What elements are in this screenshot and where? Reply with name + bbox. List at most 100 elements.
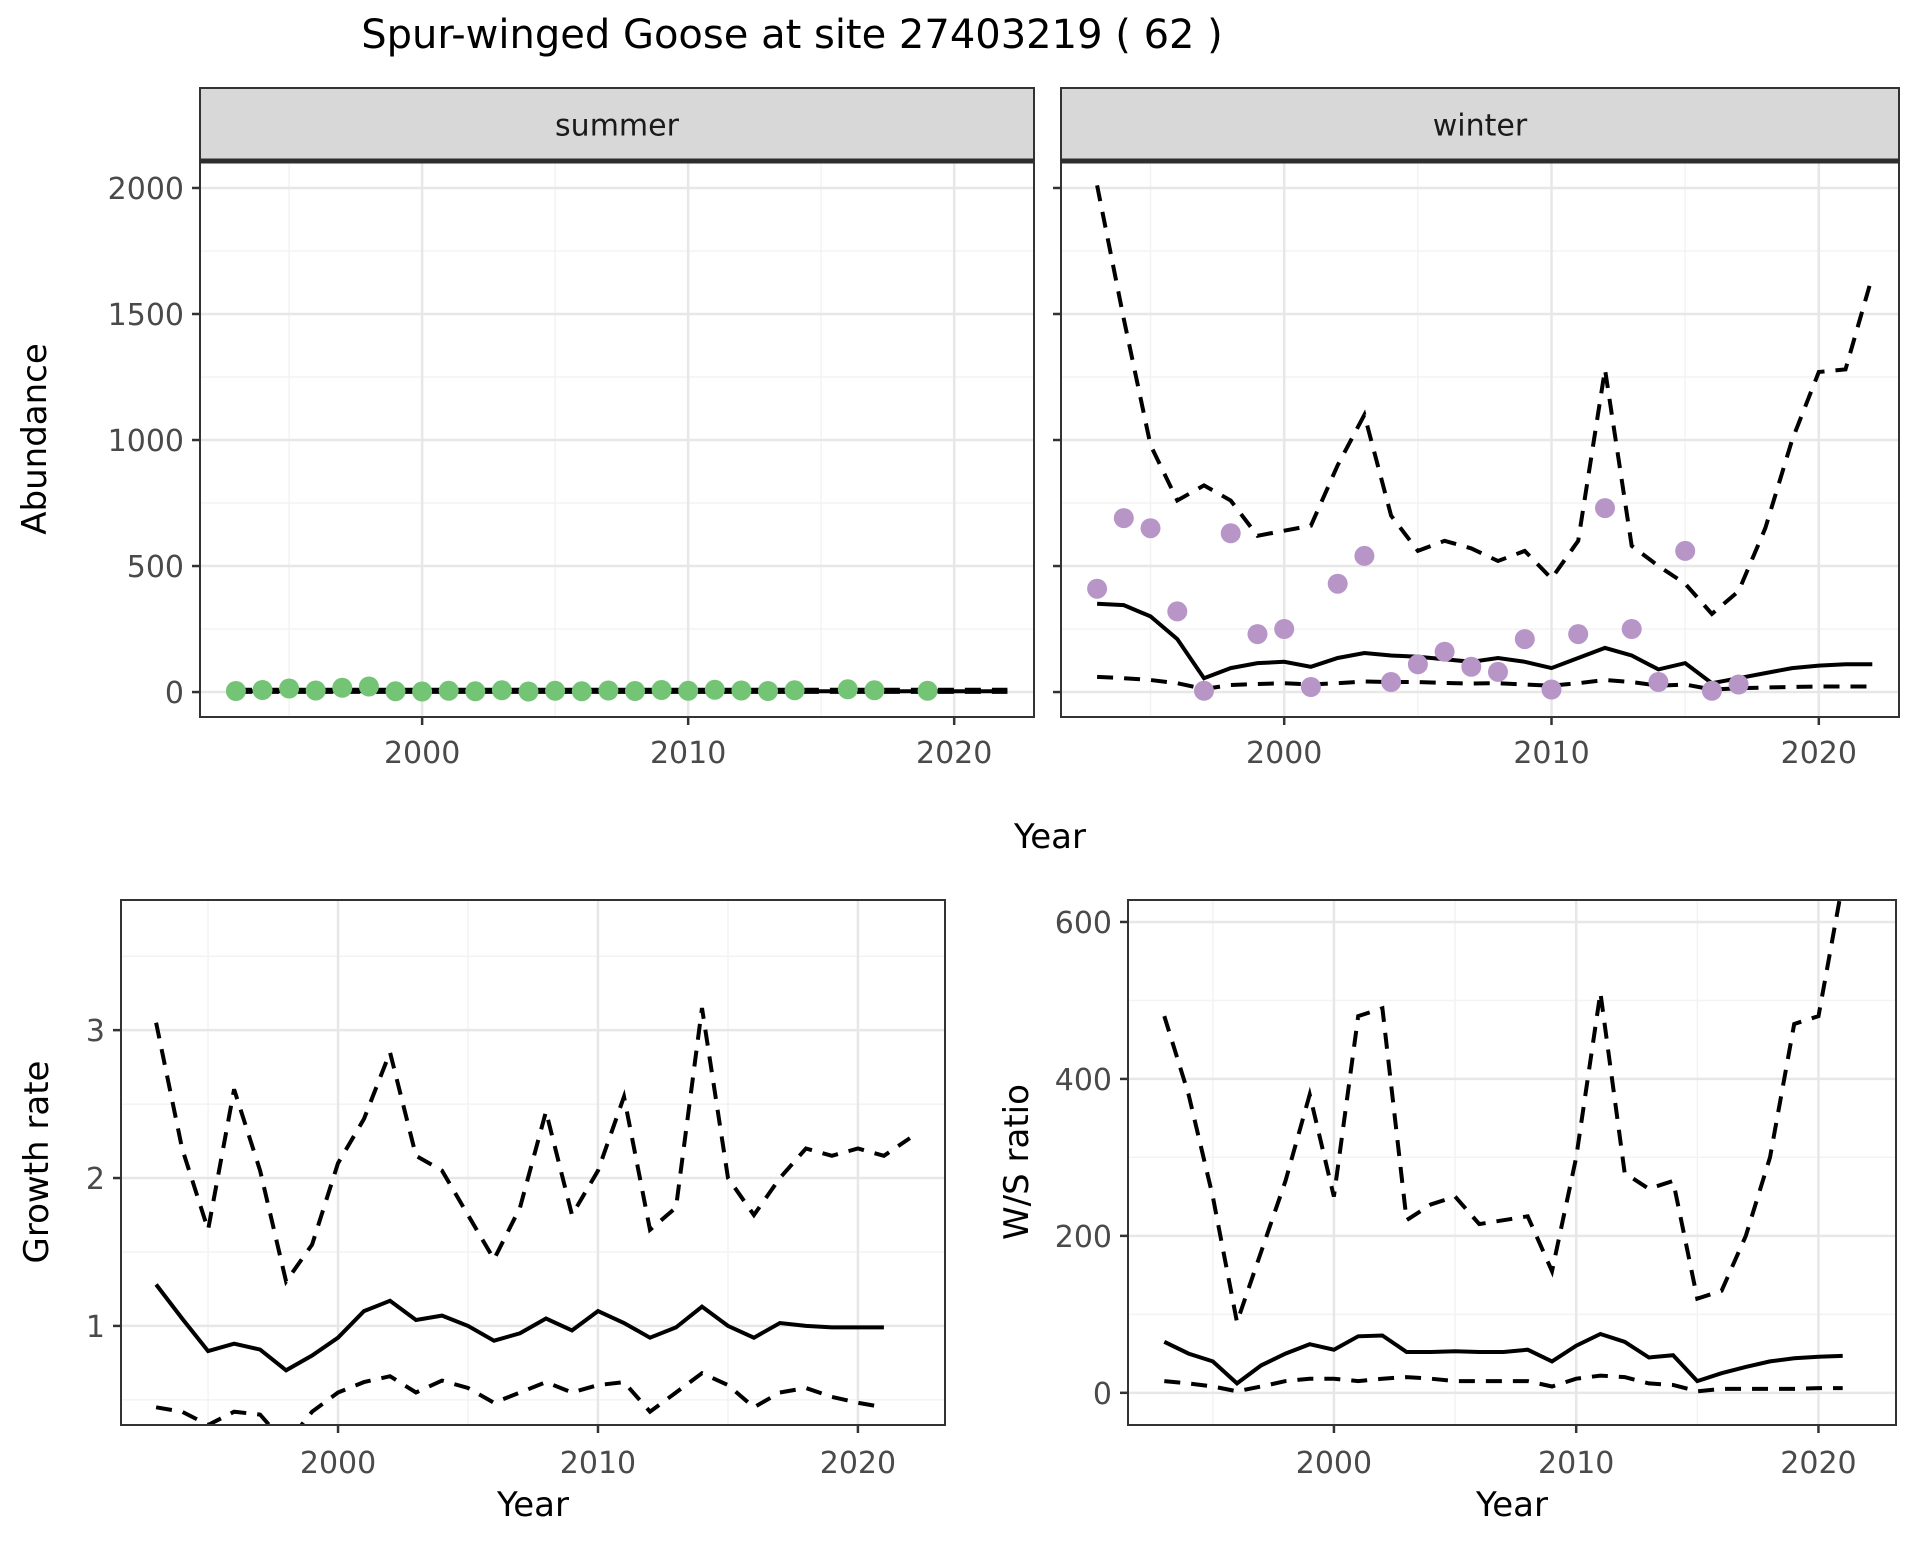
growth_rate-growth_mean-line [154,1283,884,1373]
x-tick-label: 2010 [1538,1446,1614,1481]
abundance_winter-observation-point [1621,619,1642,639]
abundance_summer-observation-point [465,681,486,702]
abundance_winter-observation-point [1488,661,1508,682]
abundance_winter-observation-point [1701,680,1722,701]
x-tick-label: 2020 [1780,1446,1856,1481]
abundance_winter-observation-point [1381,672,1402,692]
panel-ws_ratio: 2000 2010 2020 0 200 400 600 [1055,899,1897,1481]
abundance_winter-observation-point [1220,523,1241,544]
y-tick-label: 1500 [108,298,184,333]
x-axis-title-ws_ratio: Year [1475,1485,1548,1525]
abundance_winter-observation-point [1434,641,1455,662]
abundance_winter-observation-point [1194,680,1214,701]
panel-growth_rate: 2000 2010 2020 1 2 3 [86,899,946,1481]
y-tick-label: 400 [1055,1063,1112,1098]
x-axis-title-abundance_summer: Year [1013,817,1086,857]
x-tick-label: 2020 [820,1446,896,1481]
abundance_winter-observation-point [1327,573,1348,594]
x-tick-label: 2000 [384,736,460,771]
abundance_summer-observation-point [731,680,752,701]
facet-label: winter [1433,109,1528,144]
abundance_winter-observation-point [1541,679,1562,700]
y-tick-label: 200 [1055,1220,1112,1255]
abundance_winter-observation-point [1648,672,1669,692]
panel-background [1127,899,1897,1426]
panel-border [1127,899,1897,1426]
abundance_summer-observation-point [252,680,273,700]
abundance_winter-observation-point [1595,498,1615,519]
y-tick-label: 2000 [108,172,184,207]
x-tick-label: 2020 [916,736,992,771]
x-tick-label: 2010 [1513,736,1589,771]
abundance_winter-observation-point [1247,624,1268,645]
abundance_summer-observation-point [412,681,433,702]
x-tick-label: 2010 [560,1446,636,1481]
abundance_summer-observation-point [438,680,459,701]
abundance_summer-observation-point [758,681,778,701]
ws_ratio-ws_mean-line [1163,1331,1843,1386]
y-tick-label: 0 [165,676,184,711]
abundance_summer-observation-point [704,679,725,700]
y-tick-label: 1000 [108,424,184,459]
abundance_winter-observation-point [1675,540,1696,561]
ws_ratio-ci_lower-line [1164,1373,1843,1394]
abundance_winter-observation-point [1087,578,1108,599]
abundance_summer-observation-point [625,681,645,701]
y-tick-label: 600 [1055,906,1112,941]
abundance_winter-observation-point [1300,677,1321,697]
y-axis-title-growth_rate: Growth rate [17,1061,57,1264]
abundance_summer-observation-point [678,680,699,701]
series-group [1162,900,1843,1394]
panel-abundance_summer: summer 2000 2010 2020 0 500 1000 1500 2000 [108,87,1035,771]
abundance_summer-observation-point [358,676,379,697]
abundance_summer-observation-point [598,680,619,701]
abundance_summer-observation-point [545,680,566,701]
panel-border [120,899,946,1426]
y-tick-label: 1 [86,1310,105,1345]
abundance_winter-observation-point [1461,656,1482,677]
abundance_summer-observation-point [651,680,672,700]
abundance_winter-observation-point [1354,545,1375,566]
y-axis-title-abundance_summer: Abundance [15,343,55,535]
abundance_winter-observation-point [1274,619,1295,639]
abundance_summer-observation-point [571,681,592,702]
x-tick-label: 2020 [1781,736,1857,771]
abundance_winter-observation-point [1113,508,1134,529]
abundance_summer-observation-point [518,681,539,702]
abundance_summer-observation-point [385,681,406,702]
y-axis-title-ws_ratio: W/S ratio [997,1084,1037,1240]
y-tick-label: 500 [127,550,184,585]
y-tick-label: 0 [1093,1377,1112,1412]
series-group [154,1007,912,1425]
abundance_summer-observation-point [305,680,326,701]
chart-title: Spur-winged Goose at site 27403219 ( 62 … [361,12,1223,58]
series-group [225,676,1008,702]
growth_rate-ci_lower-line [155,1370,885,1425]
abundance_winter-observation-point [1568,624,1589,645]
facet-label: summer [555,109,680,144]
ws_ratio-ci_upper-line [1162,900,1842,1330]
x-tick-label: 2000 [1296,1446,1372,1481]
abundance_summer-observation-point [491,680,512,701]
abundance_summer-observation-point [332,677,353,698]
abundance_summer-observation-point [864,680,885,701]
abundance_winter-observation-point [1728,674,1749,695]
y-tick-label: 2 [86,1162,105,1197]
abundance_summer-observation-point [917,680,938,701]
y-tick-label: 3 [86,1014,105,1049]
abundance_summer-observation-point [784,680,805,701]
x-axis-title-growth_rate: Year [496,1485,569,1525]
abundance_winter-observation-point [1167,601,1188,622]
abundance_winter-observation-point [1140,518,1161,539]
abundance_winter-observation-point [1407,654,1428,675]
abundance_summer-observation-point [225,681,246,701]
x-tick-label: 2010 [650,736,726,771]
panel-abundance_winter: winter 2000 2010 2020 [1053,87,1900,771]
abundance_winter-ci_upper-line [1095,185,1875,617]
series-group [1087,185,1875,701]
abundance_summer-observation-point [837,679,858,700]
x-tick-label: 2000 [1246,736,1322,771]
abundance_winter-observation-point [1514,629,1535,650]
